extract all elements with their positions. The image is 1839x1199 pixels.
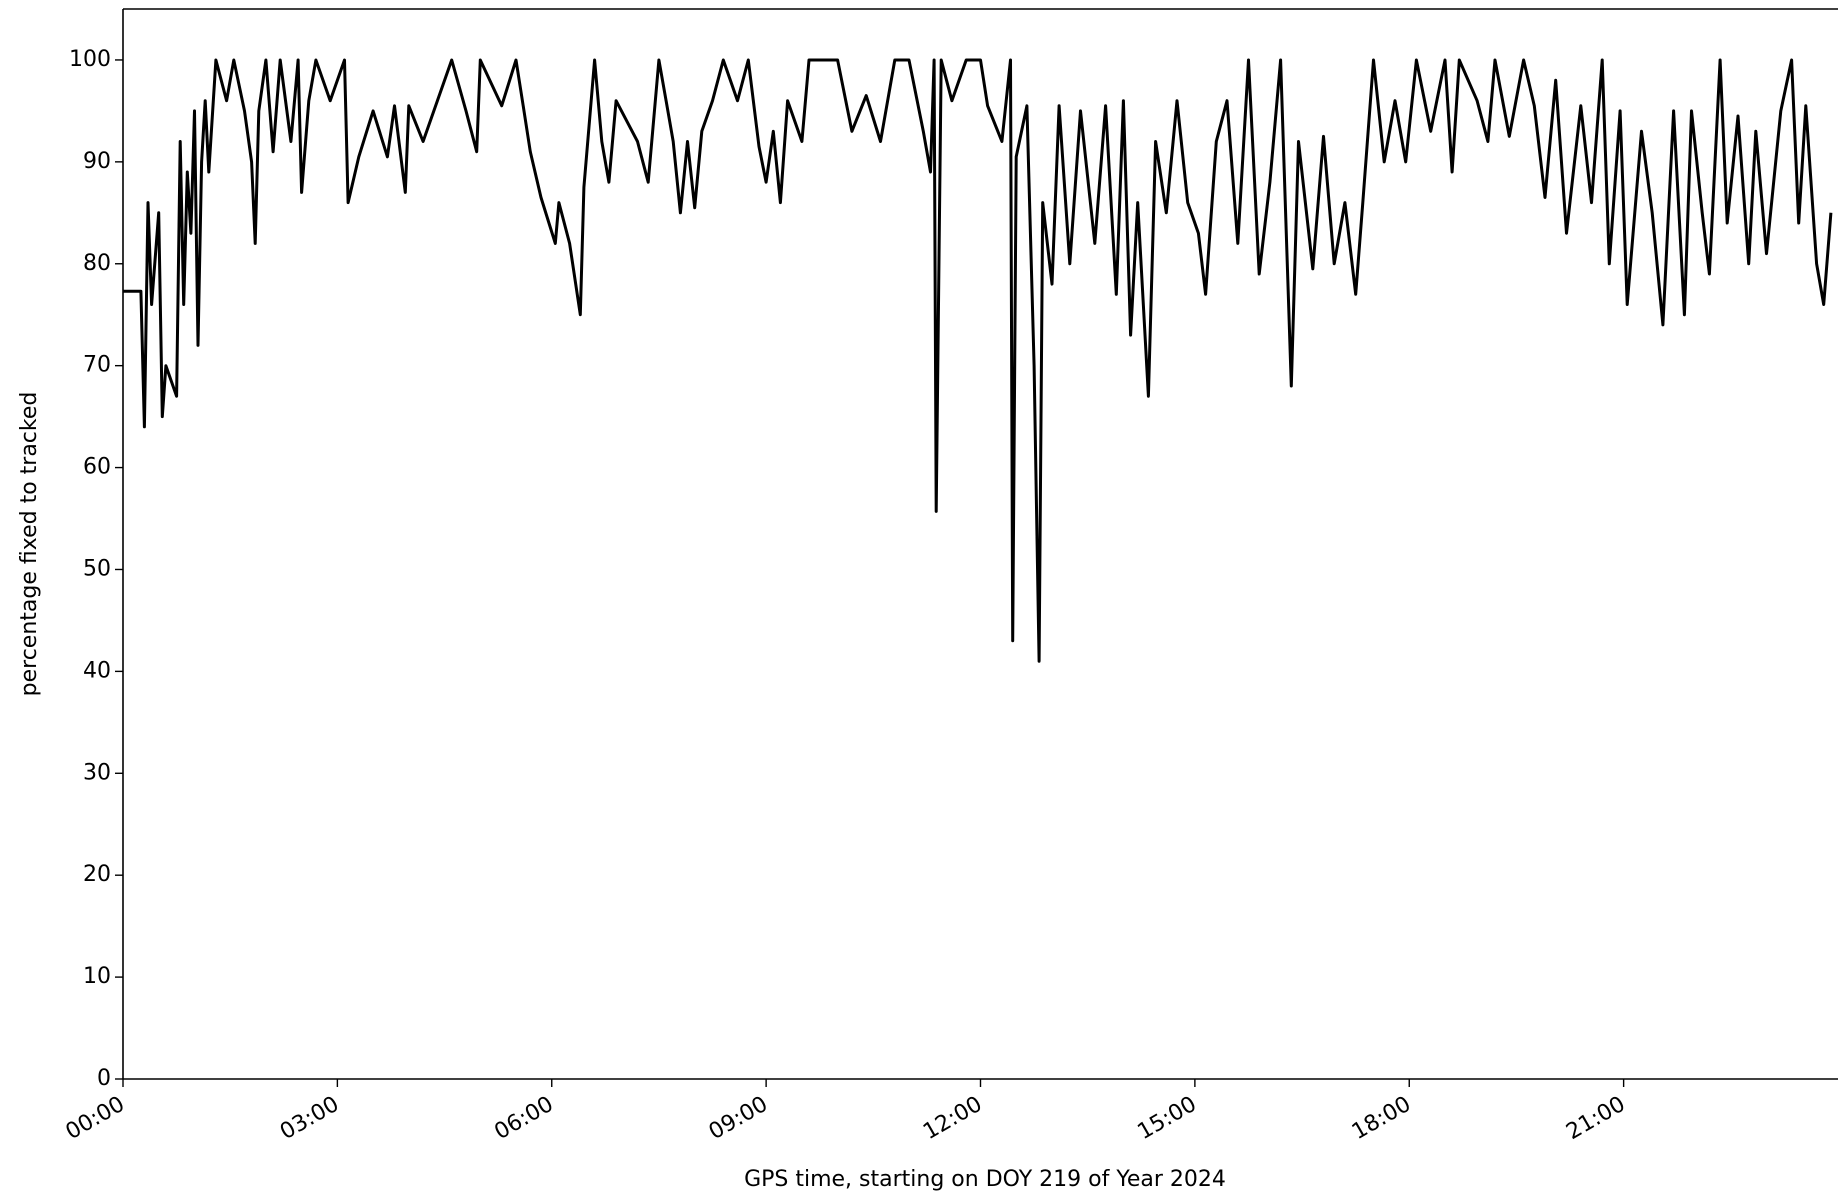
y-tick-label: 50 <box>83 556 111 581</box>
y-axis-label: percentage fixed to tracked <box>17 392 42 697</box>
data-line <box>123 58 1833 663</box>
y-tick-label: 0 <box>97 1066 111 1091</box>
y-tick-label: 10 <box>83 964 111 989</box>
x-tick-label: 03:00 <box>276 1092 343 1145</box>
x-tick-label: 15:00 <box>1133 1092 1200 1145</box>
x-tick-label: 12:00 <box>919 1092 986 1145</box>
x-tick-label: 06:00 <box>490 1092 557 1145</box>
y-tick-label: 90 <box>83 149 111 174</box>
y-tick-label: 60 <box>83 455 111 480</box>
y-tick-label: 30 <box>83 760 111 785</box>
x-axis-label: GPS time, starting on DOY 219 of Year 20… <box>744 1167 1226 1192</box>
x-tick-label: 09:00 <box>705 1092 772 1145</box>
y-tick-label: 100 <box>69 47 111 72</box>
y-tick-label: 70 <box>83 353 111 378</box>
y-tick-label: 80 <box>83 251 111 276</box>
x-tick-label: 18:00 <box>1348 1092 1415 1145</box>
x-tick-label: 00:00 <box>62 1092 129 1145</box>
x-tick-label: 21:00 <box>1562 1092 1629 1145</box>
y-tick-label: 20 <box>83 862 111 887</box>
y-tick-label: 40 <box>83 658 111 683</box>
